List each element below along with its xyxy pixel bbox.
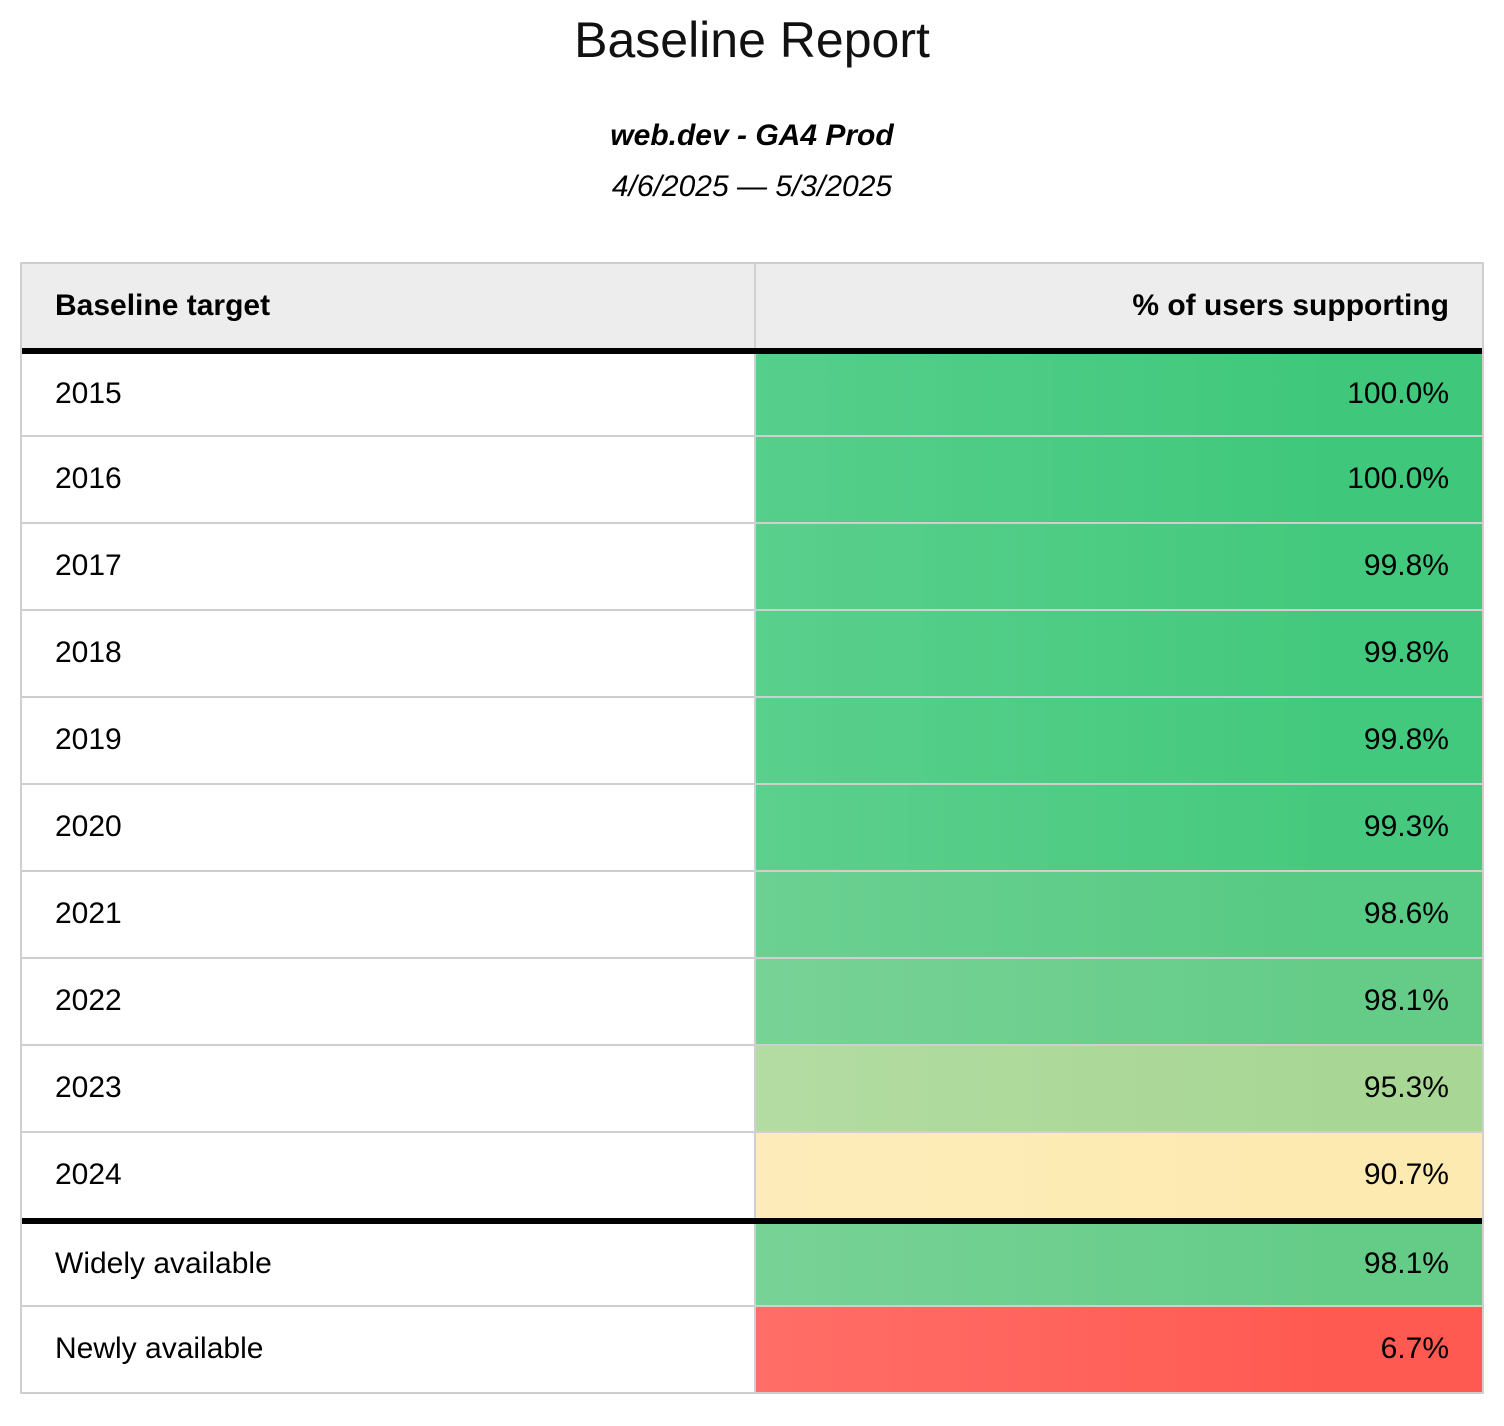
- table-row: 2022 98.1%: [22, 956, 1482, 1044]
- row-value: 100.0%: [754, 436, 1482, 522]
- table-row: 2016 100.0%: [22, 434, 1482, 522]
- row-label: 2023: [22, 1045, 754, 1131]
- row-label: 2020: [22, 784, 754, 870]
- row-value: 98.1%: [754, 1223, 1482, 1305]
- table-row: 2019 99.8%: [22, 695, 1482, 783]
- table-row: 2017 99.8%: [22, 521, 1482, 609]
- page-title: Baseline Report: [574, 12, 930, 68]
- row-value: 98.6%: [754, 871, 1482, 957]
- row-label: 2021: [22, 871, 754, 957]
- table-row: Widely available 98.1%: [22, 1217, 1482, 1305]
- row-label: Widely available: [22, 1223, 754, 1305]
- row-value: 100.0%: [754, 353, 1482, 435]
- row-label: 2024: [22, 1132, 754, 1218]
- row-label: 2015: [22, 353, 754, 435]
- row-label: 2019: [22, 697, 754, 783]
- table-header-row: Baseline target % of users supporting: [22, 263, 1482, 348]
- table-row: 2023 95.3%: [22, 1043, 1482, 1131]
- table-row: 2020 99.3%: [22, 782, 1482, 870]
- row-value: 99.8%: [754, 523, 1482, 609]
- table-row: 2021 98.6%: [22, 869, 1482, 957]
- row-label: Newly available: [22, 1306, 754, 1392]
- column-header-baseline-target: Baseline target: [55, 288, 271, 322]
- row-value: 90.7%: [754, 1132, 1482, 1218]
- row-value: 99.8%: [754, 697, 1482, 783]
- row-label: 2017: [22, 523, 754, 609]
- row-value: 6.7%: [754, 1306, 1482, 1392]
- row-label: 2018: [22, 610, 754, 696]
- property-name: web.dev - GA4 Prod: [610, 118, 894, 152]
- table-row: Newly available 6.7%: [22, 1304, 1482, 1392]
- row-label: 2016: [22, 436, 754, 522]
- row-label: 2022: [22, 958, 754, 1044]
- baseline-table: Baseline target % of users supporting 20…: [20, 261, 1484, 1394]
- row-value: 98.1%: [754, 958, 1482, 1044]
- table-row: 2024 90.7%: [22, 1130, 1482, 1218]
- row-value: 95.3%: [754, 1045, 1482, 1131]
- table-row: 2018 99.8%: [22, 608, 1482, 696]
- row-value: 99.3%: [754, 784, 1482, 870]
- row-value: 99.8%: [754, 610, 1482, 696]
- date-range: 4/6/2025 — 5/3/2025: [611, 169, 893, 203]
- column-header-percent-users: % of users supporting: [754, 263, 1482, 348]
- table-row: 2015 100.0%: [22, 347, 1482, 435]
- table-body: 2015 100.0% 2016 100.0% 2017 99.8% 2018 99.8% 20…: [22, 347, 1482, 1392]
